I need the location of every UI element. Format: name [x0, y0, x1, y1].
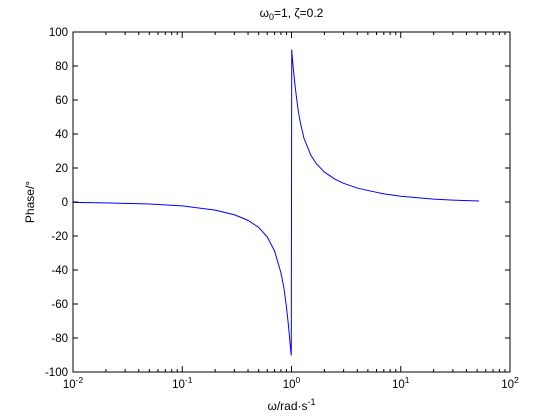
y-tick-label: 40: [55, 129, 68, 141]
x-tick-exponent: 2: [514, 375, 519, 385]
x-tick-base: 10: [501, 379, 514, 391]
x-tick-base: 10: [283, 379, 296, 391]
title-subscript: 0: [269, 12, 274, 22]
series-line: [72, 49, 479, 356]
plot-frame: [72, 31, 511, 373]
x-axis-label: ω/rad·s-1: [267, 397, 315, 413]
chart-title: ω0=1, ζ=0.2: [260, 6, 324, 22]
x-axis-label-superscript: -1: [308, 397, 316, 407]
x-tick-base: 10: [392, 379, 405, 391]
x-tick-base: 10: [172, 379, 185, 391]
x-tick-label: 10-2: [63, 375, 84, 391]
title-omega: ω: [260, 6, 269, 20]
x-tick-label: 100: [283, 375, 301, 391]
series-layer: [72, 49, 479, 356]
y-tick-label: 60: [55, 95, 68, 107]
y-tick-label: -60: [51, 299, 68, 311]
y-tick-label: 20: [55, 163, 68, 175]
x-tick-label: 102: [501, 375, 519, 391]
y-tick-label: -80: [51, 333, 68, 345]
x-tick-exponent: 1: [405, 375, 410, 385]
x-tick-exponent: -1: [185, 375, 193, 385]
x-tick-exponent: -2: [76, 375, 84, 385]
x-tick-label: 10-1: [172, 375, 193, 391]
x-axis-label-main: ω/rad·s: [267, 399, 307, 413]
title-rest: =1, ζ=0.2: [274, 6, 324, 20]
y-tick-label: -20: [51, 231, 68, 243]
x-tick-exponent: 0: [296, 375, 301, 385]
y-tick-label: 80: [55, 61, 68, 73]
y-tick-label: 100: [49, 27, 68, 39]
x-tick-label: 101: [392, 375, 410, 391]
y-tick-label: -40: [51, 265, 68, 277]
x-tick-base: 10: [63, 379, 76, 391]
y-tick-label: -100: [45, 367, 68, 379]
y-axis-label: Phase/°: [23, 181, 37, 223]
y-tick-label: 0: [62, 197, 68, 209]
